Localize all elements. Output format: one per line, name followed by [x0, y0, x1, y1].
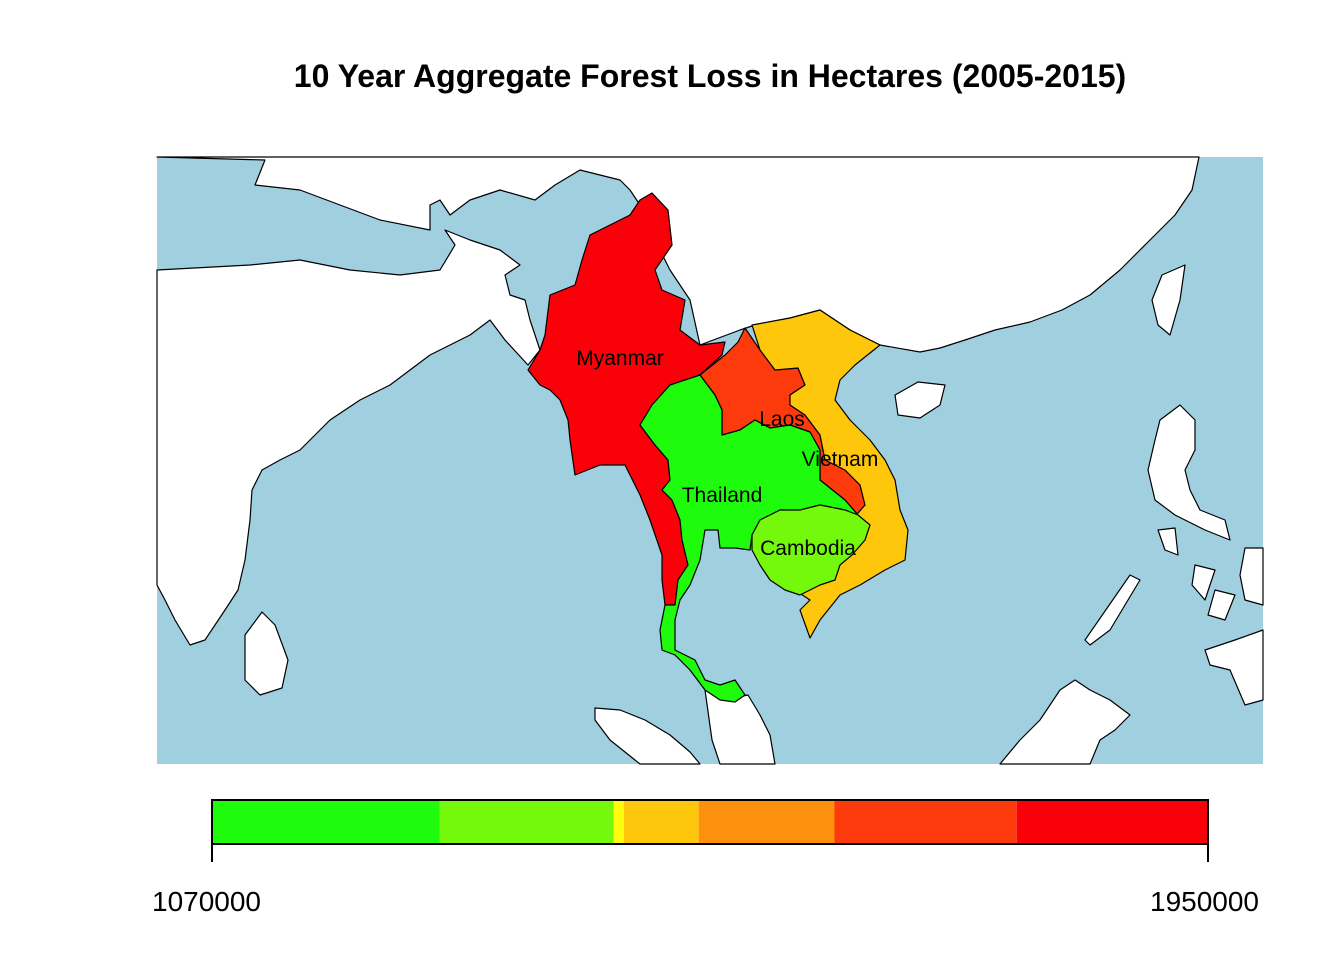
- philippines-luzon: [1147, 404, 1231, 541]
- legend-bin-1: [439, 800, 614, 844]
- legend-bin-2: [613, 800, 624, 844]
- legend-min-label: 1070000: [152, 886, 262, 917]
- label-laos: Laos: [759, 408, 805, 431]
- country-thailand: [639, 374, 859, 703]
- legend-max-label: 1950000: [1150, 886, 1260, 917]
- legend-bin-5: [834, 800, 1017, 844]
- legend-bin-3: [623, 800, 699, 844]
- highlighted-countries: [527, 192, 909, 703]
- sumatra-land: [594, 707, 701, 765]
- color-legend-bar: [212, 800, 1208, 844]
- neighboring-land: [156, 156, 1264, 765]
- sri-lanka-land: [244, 611, 289, 696]
- legend-bar-border: [211, 799, 1209, 845]
- label-myanmar: Myanmar: [576, 347, 664, 370]
- country-cambodia: [751, 504, 871, 596]
- map-title: 10 Year Aggregate Forest Loss in Hectare…: [293, 58, 1127, 94]
- label-thailand: Thailand: [682, 484, 763, 507]
- country-vietnam: [751, 309, 909, 639]
- borneo-land: [999, 679, 1131, 765]
- philippines-islands: [1157, 527, 1264, 706]
- hainan-land: [894, 381, 946, 419]
- legend-bin-0: [212, 800, 440, 844]
- legend-bin-6: [1016, 800, 1208, 844]
- label-vietnam: Vietnam: [802, 448, 879, 471]
- taiwan-land: [1151, 264, 1186, 336]
- palawan-land: [1084, 574, 1141, 646]
- china-land: [156, 156, 1200, 353]
- india-land: [156, 229, 541, 646]
- label-cambodia: Cambodia: [760, 537, 856, 560]
- legend-bin-4: [698, 800, 835, 844]
